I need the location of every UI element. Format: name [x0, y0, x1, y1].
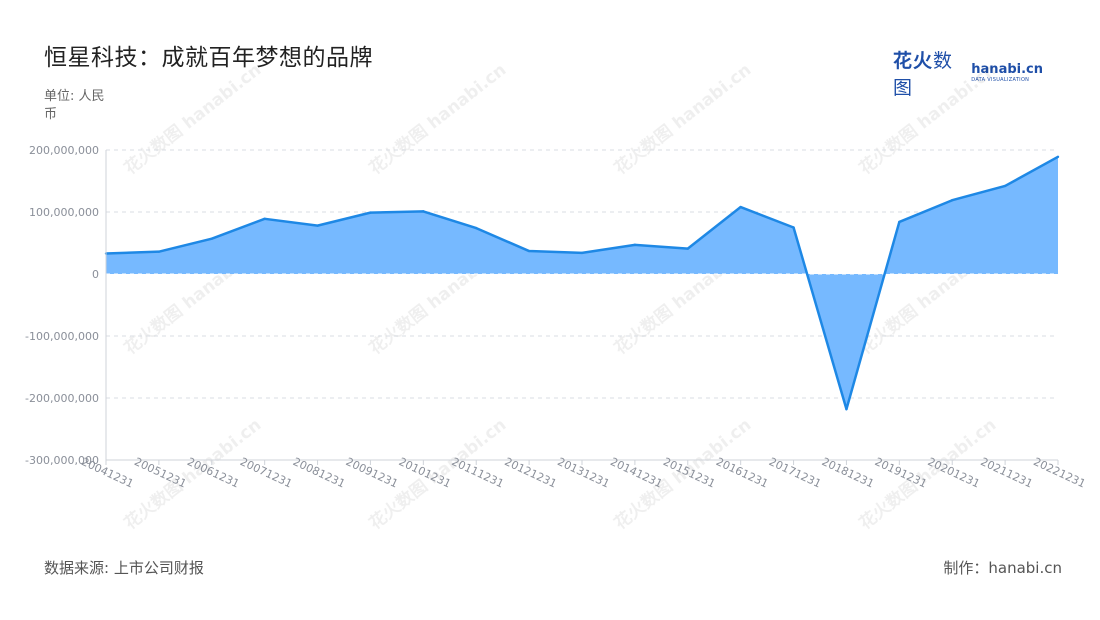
- data-point: [316, 224, 319, 227]
- y-tick-label: -200,000,000: [25, 392, 99, 405]
- logo-chinese: 花火数图: [893, 46, 965, 100]
- data-point: [210, 237, 213, 240]
- logo-en-main: hanabi.cn: [971, 62, 1043, 77]
- maker-credit: 制作：hanabi.cn: [943, 559, 1062, 577]
- y-tick-label: 200,000,000: [29, 144, 99, 157]
- data-point: [157, 250, 161, 253]
- logo-en-sub: DATA VISUALIZATION: [971, 77, 1030, 83]
- data-point: [739, 205, 742, 209]
- data-point: [951, 199, 954, 202]
- logo-cn-thin: 数图: [893, 50, 954, 99]
- data-source: 数据来源: 上市公司财报: [44, 559, 204, 577]
- y-tick-label: -300,000,000: [25, 454, 99, 467]
- brand-logo: 花火数图 hanabi.cn DATA VISUALIZATION: [893, 50, 1043, 99]
- watermark-text: 花火数图 hanabi.cn: [365, 59, 510, 179]
- data-point: [686, 247, 689, 250]
- data-point: [898, 220, 901, 224]
- data-point: [422, 210, 425, 213]
- data-point: [633, 243, 637, 247]
- chart-title: 恒星科技：成就百年梦想的品牌: [44, 45, 373, 71]
- watermark-text: 花火数图 hanabi.cn: [855, 59, 1000, 179]
- data-point: [527, 249, 531, 253]
- logo-cn-bold: 花火: [893, 50, 934, 72]
- data-point: [475, 226, 478, 230]
- logo-english: hanabi.cn DATA VISUALIZATION: [971, 63, 1043, 83]
- x-tick-label: 20221231: [1031, 455, 1087, 490]
- watermark-text: 花火数图 hanabi.cn: [855, 414, 1000, 534]
- series-line: [105, 155, 1059, 411]
- y-tick-label: 100,000,000: [29, 206, 99, 219]
- y-tick-label: 0: [92, 268, 99, 281]
- unit-label: 单位: 人民币: [44, 89, 105, 122]
- y-tick-label: -100,000,000: [25, 330, 99, 343]
- data-point: [263, 217, 266, 221]
- data-point: [580, 251, 584, 255]
- watermark-text: 花火数图 hanabi.cn: [120, 414, 265, 534]
- data-point: [1056, 155, 1060, 159]
- area-fill: [106, 156, 1058, 410]
- data-point: [792, 226, 795, 229]
- watermark-text: 花火数图 hanabi.cn: [610, 59, 755, 179]
- y-axis-ticks: 200,000,000 100,000,000 0 -100,000,000 -200,…: [25, 144, 99, 467]
- data-point: [1003, 184, 1007, 188]
- watermark-text: 花火数图 hanabi.cn: [120, 59, 265, 179]
- series-area: [104, 155, 1060, 411]
- data-point: [369, 211, 372, 214]
- data-point: [845, 407, 848, 411]
